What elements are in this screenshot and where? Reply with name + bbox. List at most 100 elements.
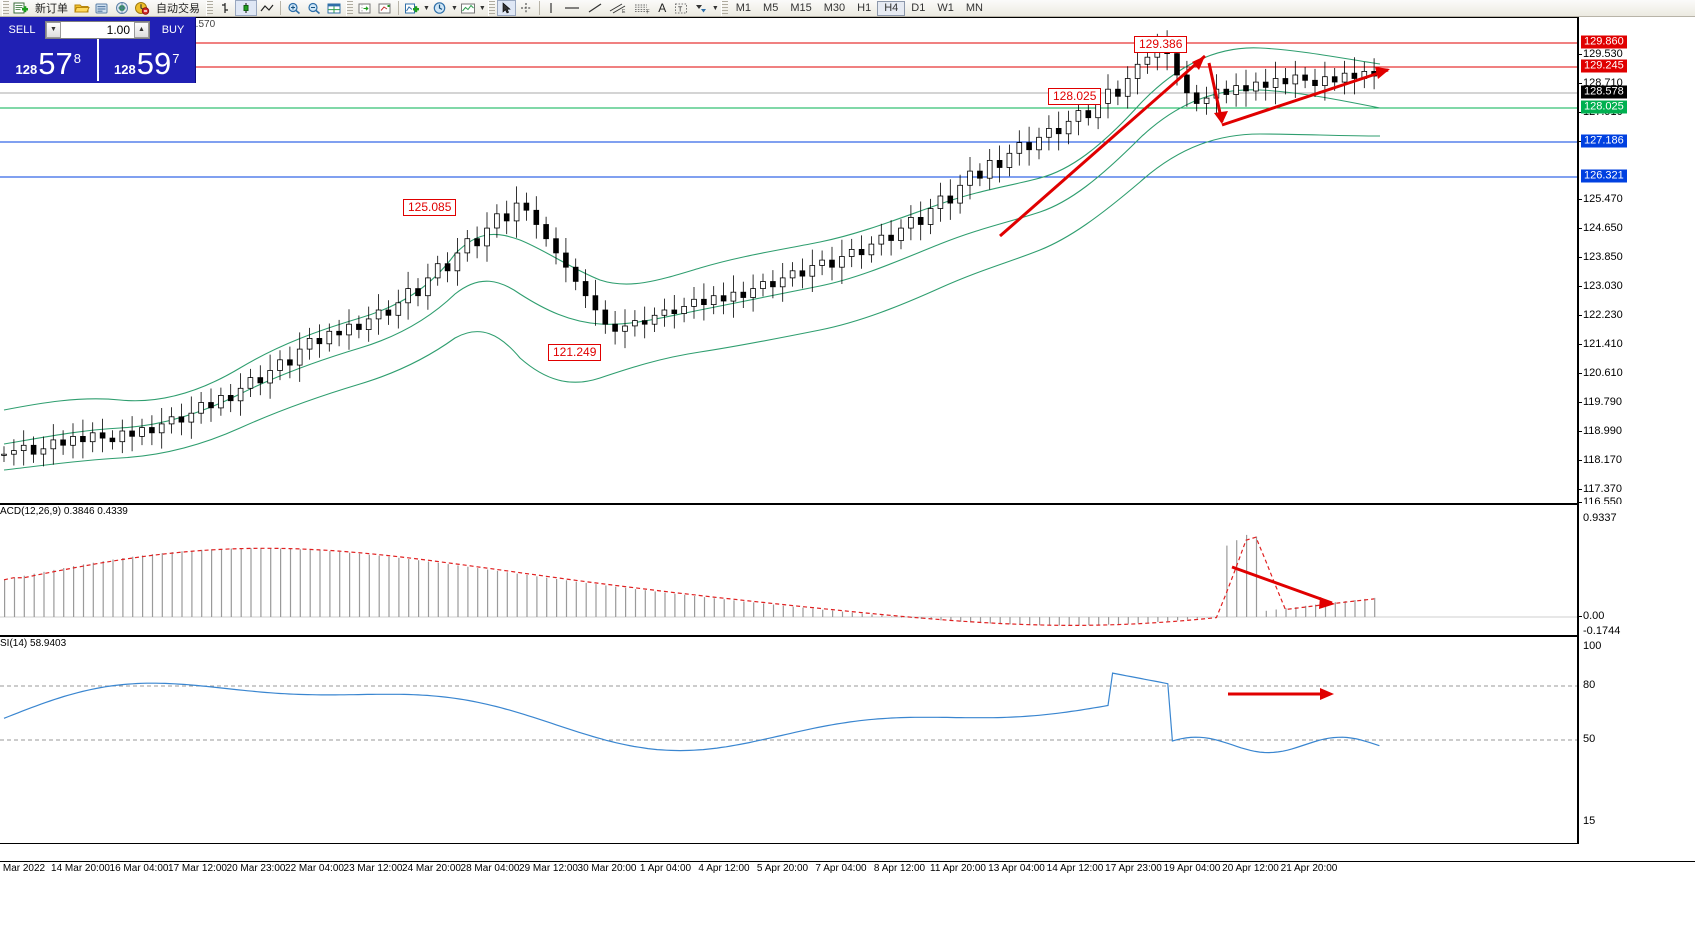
current-bid-tag[interactable]: 128.578 [1581,85,1627,99]
price-divider [96,39,99,81]
equidistant-channel-icon[interactable]: E [606,0,630,16]
sell-price-display[interactable]: 128 57 8 [0,39,97,81]
chart-grid-icon[interactable] [324,0,344,16]
timeframe-bar: M1 M5 M15 M30 H1 H4 D1 W1 MN [730,0,989,16]
time-label: 29 Mar 12:00 [519,863,578,874]
annotation-downtrend-arrow [1207,62,1228,124]
templates-chevron-down-icon[interactable]: ▼ [478,4,486,12]
text-icon[interactable]: A [658,1,667,15]
rsi-tick: 50 [1583,733,1596,745]
auto-trading-icon[interactable] [132,0,152,16]
macd-axis[interactable]: 0.9337 0.00 -0.1744 [1578,504,1695,637]
horizontal-line-icon[interactable] [560,0,584,16]
rsi-pane[interactable]: SI(14) 58.9403 [0,636,1578,844]
macd-tick: -0.1744 [1583,625,1621,637]
time-label: 14 Apr 12:00 [1046,863,1104,874]
folder-icon[interactable] [72,0,92,16]
timeframe-h1[interactable]: H1 [857,2,872,14]
candlestick-chart-icon[interactable] [235,0,257,16]
one-click-trading-panel[interactable]: SELL ▼ 1.00 ▲ BUY 128 57 8 128 59 7 [0,17,196,83]
price-axis[interactable]: 129.530128.710127.910127.090125.470124.6… [1578,17,1695,508]
volume-up-icon[interactable]: ▲ [134,21,149,38]
main-toolbar: 新订单 [0,0,1695,17]
line-chart-icon[interactable] [257,0,277,16]
time-label: Mar 2022 [2,863,46,874]
toolbar-grip-3[interactable] [346,0,353,16]
indicators-icon[interactable] [402,0,422,16]
timeframe-w1[interactable]: W1 [937,2,954,14]
indicators-chevron-down-icon[interactable]: ▼ [423,4,430,12]
support-blue-tag-1[interactable]: 127.186 [1581,134,1627,148]
text-label-icon[interactable]: T [671,0,691,16]
support-blue-tag-2[interactable]: 126.321 [1581,169,1627,183]
buy-button[interactable]: BUY [153,21,193,38]
price-tick: 125.470 [1579,193,1623,205]
macd-chart-svg [0,534,1577,626]
new-order-button-label[interactable]: 新订单 [35,3,68,15]
volume-stepper[interactable]: ▼ 1.00 ▲ [45,20,150,39]
timeframe-h4[interactable]: H4 [877,0,906,16]
svg-text:T: T [678,7,683,14]
new-order-icon[interactable] [11,0,31,16]
resistance-level-tag[interactable]: 129.860 [1581,35,1627,49]
toolbar-grip-5[interactable] [720,0,728,16]
data-window-icon[interactable] [92,0,112,16]
sell-order-level-tag[interactable]: 129.245 [1581,59,1627,73]
rsi-line [3,672,1380,754]
cursor-icon[interactable] [496,0,516,16]
zoom-out-icon[interactable] [304,0,324,16]
chart-autoscroll-icon[interactable] [375,0,395,16]
trendline-icon[interactable] [584,0,606,16]
annotation-continuation-arrow [1221,67,1390,127]
vertical-line-icon[interactable] [543,0,560,16]
volume-input[interactable]: 1.00 [106,22,130,37]
buy-price-display[interactable]: 128 59 7 [99,39,196,81]
price-chart-svg [0,30,1577,471]
zoom-in-icon[interactable] [284,0,304,16]
macd-tick: 0.00 [1578,610,1605,622]
fibonacci-icon[interactable]: F [630,0,654,16]
period-clock-icon[interactable] [430,0,450,16]
auto-trading-button-label[interactable]: 自动交易 [156,3,200,15]
price-pane[interactable]: USDJPY-,H4 128.781 128.923 128.428 128.5… [0,17,1578,504]
support-green-tag[interactable]: 128.025 [1581,100,1627,114]
timeframe-m15[interactable]: M15 [790,2,812,14]
timeframe-m5[interactable]: M5 [763,2,779,14]
time-label: 14 Mar 20:00 [51,863,110,874]
rsi-tick: 100 [1583,640,1602,652]
time-label: 16 Mar 04:00 [109,863,169,874]
annotation-prior-high: 125.085 [403,199,457,216]
buy-price-main: 59 [136,46,172,81]
templates-icon[interactable] [458,0,478,16]
bar-chart-icon[interactable] [215,0,235,16]
time-axis[interactable]: Mar 2022 14 Mar 20:00 16 Mar 04:00 17 Mar 1… [0,861,1695,877]
timeframe-m1[interactable]: M1 [735,2,752,14]
chart-area[interactable]: USDJPY-,H4 128.781 128.923 128.428 128.5… [0,17,1695,944]
period-chevron-down-icon[interactable]: ▼ [450,4,458,12]
toolbar-grip-4[interactable] [487,0,495,16]
rsi-axis[interactable]: 100 80 50 15 [1578,636,1695,844]
time-label: 7 Apr 04:00 [815,863,867,874]
timeframe-mn[interactable]: MN [965,2,983,14]
one-click-top-row: SELL ▼ 1.00 ▲ BUY [0,17,195,39]
price-tick: 123.030 [1579,280,1623,292]
rsi-tick: 15 [1583,815,1596,827]
timeframe-m30[interactable]: M30 [823,2,846,14]
volume-down-icon[interactable]: ▼ [46,21,61,38]
toolbar-grip-2[interactable] [206,0,213,16]
rsi-chart-svg [0,672,1577,754]
crosshair-icon[interactable] [516,0,536,16]
arrows-chevron-down-icon[interactable]: ▼ [711,4,719,12]
toolbar-separator-2 [398,1,399,15]
sell-button[interactable]: SELL [2,21,42,38]
macd-pane[interactable]: ACD(12,26,9) 0.3846 0.4339 [0,504,1578,636]
timeframe-d1[interactable]: D1 [911,2,926,14]
rsi-tick: 80 [1583,679,1596,691]
toolbar-grip-1[interactable] [2,0,9,16]
time-label: 1 Apr 04:00 [639,863,692,874]
chart-shift-icon[interactable] [355,0,375,16]
navigator-icon[interactable] [112,0,132,16]
arrows-icon[interactable] [691,0,711,16]
time-label: 4 Apr 12:00 [698,863,750,874]
annotation-macd-down-arrow [1231,565,1335,609]
